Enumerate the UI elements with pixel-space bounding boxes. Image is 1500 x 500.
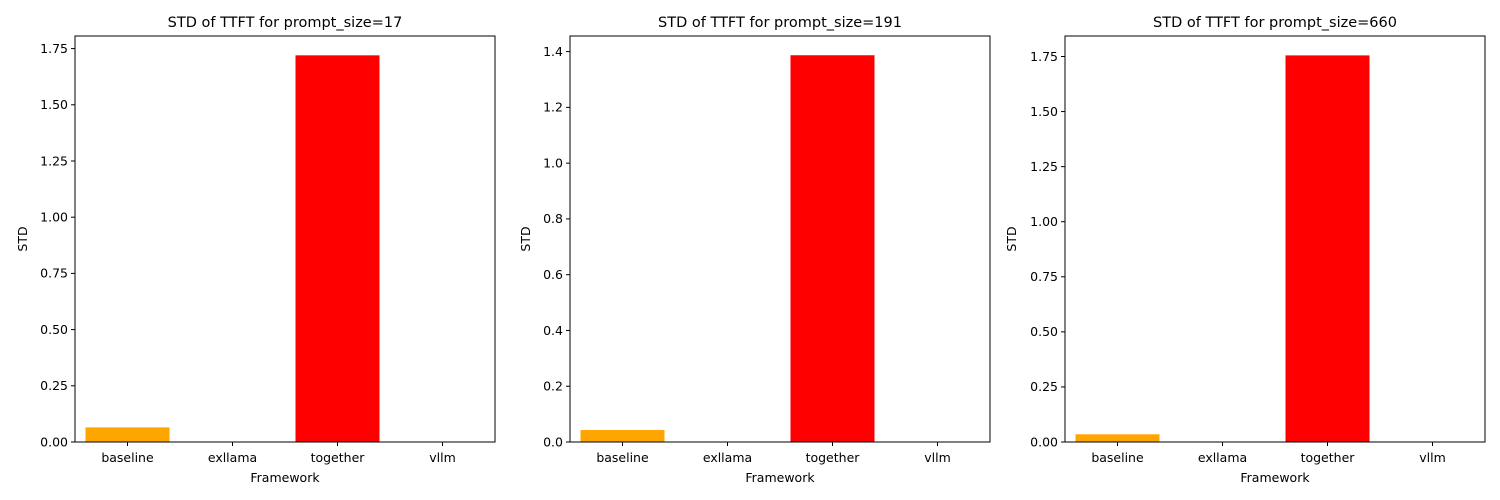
bar-together: [1285, 55, 1370, 442]
y-tick-label: 1.75: [40, 41, 68, 56]
x-tick-label: together: [311, 450, 366, 465]
chart-title: STD of TTFT for prompt_size=17: [168, 15, 403, 31]
y-tick-label: 0.75: [40, 266, 68, 281]
x-tick-label: baseline: [596, 450, 649, 465]
y-axis-label: STD: [518, 226, 533, 251]
y-tick-label: 1.00: [1030, 214, 1058, 229]
y-tick-label: 0.00: [40, 434, 68, 449]
y-tick-label: 1.25: [40, 153, 68, 168]
bar-together: [295, 55, 380, 442]
y-ticks-group: 0.00 0.25 0.50 0.75 1.00 1.25 1.50 1.75: [40, 41, 75, 449]
x-axis-label: Framework: [250, 470, 320, 485]
y-axis-label: STD: [1004, 226, 1019, 251]
y-axis-label: STD: [15, 226, 30, 251]
x-tick-label: baseline: [101, 450, 154, 465]
y-tick-label: 0.4: [543, 323, 563, 338]
x-tick-label: vllm: [1419, 450, 1446, 465]
x-tick-label: baseline: [1091, 450, 1144, 465]
bars-group: [85, 55, 380, 442]
y-ticks-group: 0.0 0.2 0.4 0.6 0.8 1.0 1.2 1.4: [543, 44, 570, 449]
plot-frame: [1064, 35, 1486, 443]
y-tick-label: 0.50: [40, 322, 68, 337]
bar-baseline: [1075, 434, 1160, 442]
x-tick-label: vllm: [924, 450, 951, 465]
x-axis-label: Framework: [1240, 470, 1310, 485]
y-tick-label: 1.50: [40, 97, 68, 112]
bar-baseline: [580, 430, 665, 442]
y-tick-label: 1.2: [543, 100, 563, 115]
y-tick-label: 1.50: [1030, 104, 1058, 119]
x-ticks-group: baseline exllama together vllm: [1091, 442, 1446, 465]
y-tick-label: 0.6: [543, 267, 563, 282]
bars-group: [580, 55, 875, 443]
chart-panel-prompt-191: STD of TTFT for prompt_size=191 Framewor…: [518, 15, 991, 485]
chart-panel-prompt-17: STD of TTFT for prompt_size=17 Framework…: [15, 15, 496, 485]
x-tick-label: exllama: [703, 450, 752, 465]
bar-together: [790, 55, 875, 443]
x-tick-label: together: [806, 450, 861, 465]
x-tick-label: vllm: [429, 450, 456, 465]
y-ticks-group: 0.00 0.25 0.50 0.75 1.00 1.25 1.50 1.75: [1030, 49, 1065, 449]
bar-baseline: [85, 427, 170, 442]
chart-title: STD of TTFT for prompt_size=191: [658, 15, 902, 31]
x-tick-label: exllama: [208, 450, 257, 465]
x-axis-label: Framework: [745, 470, 815, 485]
x-ticks-group: baseline exllama together vllm: [596, 442, 951, 465]
chart-title: STD of TTFT for prompt_size=660: [1153, 15, 1397, 31]
y-tick-label: 1.25: [1030, 159, 1058, 174]
x-ticks-group: baseline exllama together vllm: [101, 442, 456, 465]
y-tick-label: 0.25: [1030, 379, 1058, 394]
plot-frame: [74, 35, 496, 443]
y-tick-label: 0.0: [543, 434, 563, 449]
x-tick-label: exllama: [1198, 450, 1247, 465]
y-tick-label: 0.50: [1030, 324, 1058, 339]
y-tick-label: 0.8: [543, 211, 563, 226]
x-tick-label: together: [1301, 450, 1356, 465]
y-tick-label: 0.75: [1030, 269, 1058, 284]
y-tick-label: 0.00: [1030, 434, 1058, 449]
y-tick-label: 1.4: [543, 44, 563, 59]
plot-frame: [569, 35, 991, 443]
y-tick-label: 1.00: [40, 209, 68, 224]
y-tick-label: 0.25: [40, 378, 68, 393]
chart-panel-prompt-660: STD of TTFT for prompt_size=660 Framewor…: [1004, 15, 1486, 485]
y-tick-label: 0.2: [543, 379, 563, 394]
y-tick-label: 1.75: [1030, 49, 1058, 64]
y-tick-label: 1.0: [543, 155, 563, 170]
bars-group: [1075, 55, 1370, 442]
